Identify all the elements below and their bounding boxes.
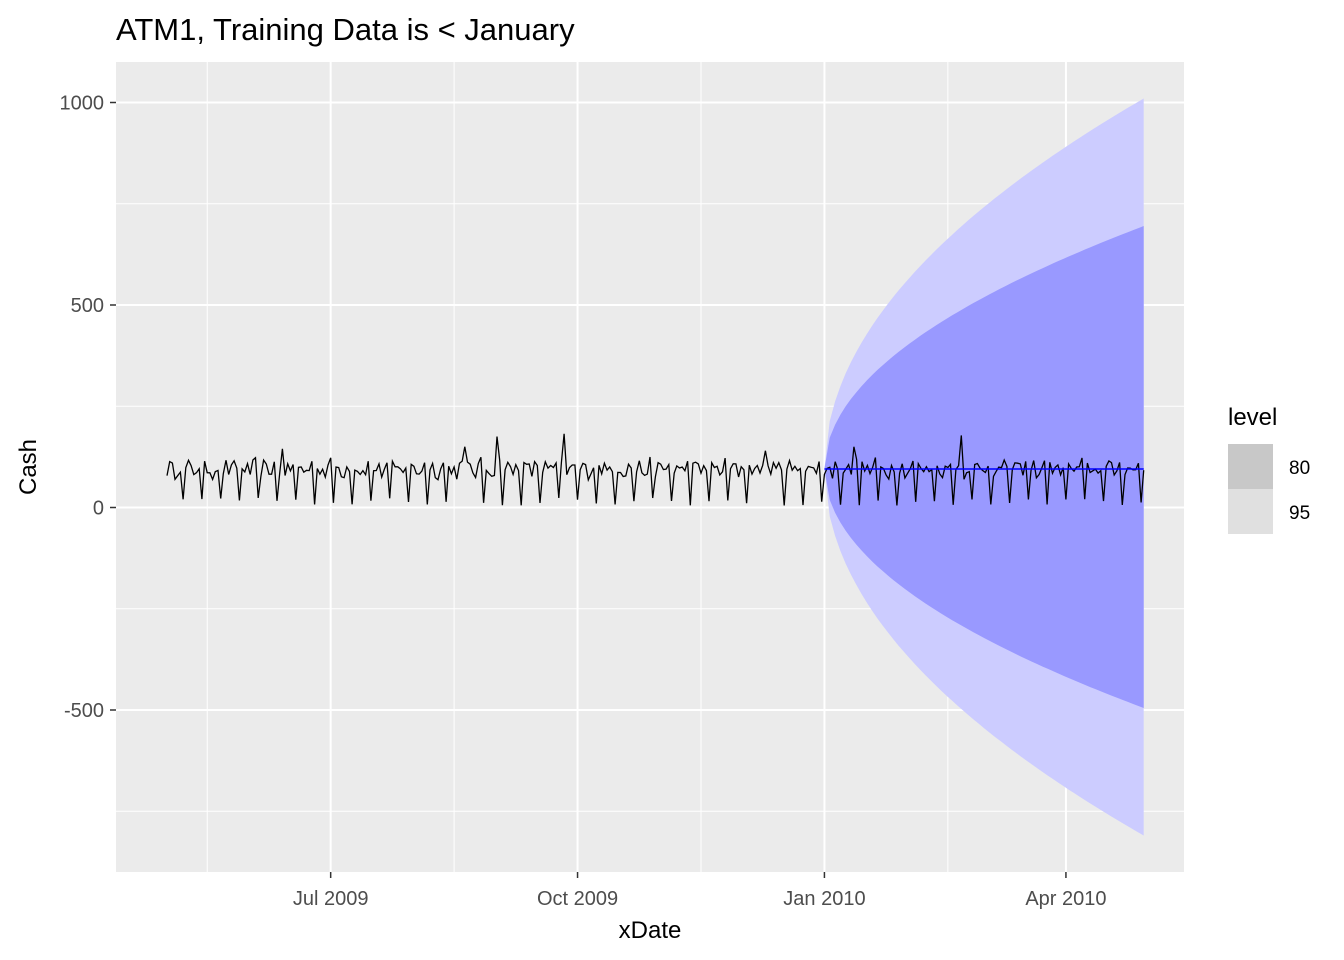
x-axis-title: xDate [619, 917, 682, 944]
x-tick-label: Jan 2010 [783, 888, 865, 910]
legend: level 80 95 [1228, 404, 1310, 534]
y-tick-label: -500 [64, 700, 104, 722]
y-tick-label: 0 [93, 498, 104, 520]
interval-band-80 [824, 226, 1144, 708]
legend-key-95 [1228, 489, 1273, 534]
series-lines [166, 433, 1145, 506]
x-axis: Jul 2009 Oct 2009 Jan 2010 Apr 2010 [293, 872, 1107, 910]
legend-title: level [1228, 404, 1277, 431]
legend-label-80: 80 [1289, 458, 1310, 479]
y-tick-label: 500 [71, 295, 104, 317]
x-tick-label: Oct 2009 [537, 888, 618, 910]
chart-title: ATM1, Training Data is < January [116, 12, 575, 47]
y-tick-label: 1000 [60, 93, 105, 115]
legend-label-95: 95 [1289, 503, 1310, 524]
legend-key-80 [1228, 444, 1273, 489]
y-axis: 1000 500 0 -500 [60, 93, 116, 722]
prediction-interval-bands [824, 98, 1144, 836]
y-axis-title: Cash [15, 439, 42, 495]
x-tick-label: Apr 2010 [1025, 888, 1106, 910]
x-tick-label: Jul 2009 [293, 888, 369, 910]
